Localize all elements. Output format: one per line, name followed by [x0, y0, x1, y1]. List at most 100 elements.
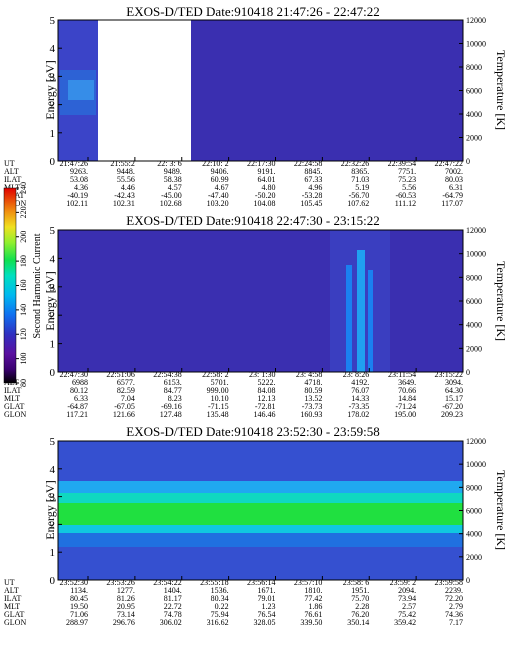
y2-tick-label: 2000 — [466, 553, 482, 562]
ephemeris-value: 81.17 — [164, 594, 182, 603]
y2-tick-label: 4000 — [466, 530, 482, 539]
ephemeris-value: 4.67 — [215, 183, 229, 192]
ephemeris-value: 195.00 — [394, 410, 416, 419]
panel-3-y2-ticks: 0 2000 4000 6000 8000 10000 12000 — [459, 437, 486, 585]
y-tick-label: 2 — [50, 100, 56, 112]
ephemeris-value: 80.45 — [70, 594, 88, 603]
ephemeris-value: 121.66 — [113, 410, 135, 419]
panel-3-plot — [57, 440, 464, 581]
ephemeris-row-label: ILAT — [4, 594, 21, 603]
ephemeris-row-label: ILAT — [4, 386, 21, 395]
ephemeris-value: 135.48 — [207, 410, 229, 419]
colorbar-tick-label: 160 — [19, 280, 28, 292]
ephemeris-row-label: GLAT — [4, 402, 25, 411]
panel-3-ephemeris: UT 23:52:30 23:53:26 23:54:22 23:55:18 23:56:… — [4, 576, 464, 627]
ephemeris-value: -64.79 — [442, 191, 463, 200]
ephemeris-row-label: UT — [4, 159, 15, 168]
y2-tick-label: 12000 — [466, 226, 486, 235]
colorbar-tick-label: 200 — [19, 231, 28, 243]
ephemeris-value: 3649. — [398, 378, 416, 387]
ephemeris-value: 22:54:38 — [153, 370, 181, 379]
y2-tick-label: 10000 — [466, 460, 486, 469]
panel-3-ylabel: Energy [eV] — [43, 480, 57, 539]
ephemeris-row-label: GLON — [4, 618, 26, 627]
panel-3-blue-band — [58, 533, 463, 547]
ephemeris-value: 79.01 — [258, 594, 276, 603]
y-tick-label: 3 — [50, 71, 56, 83]
ephemeris-value: 2.57 — [402, 602, 416, 611]
panel-1-title: EXOS-D/TED Date:910418 21:47:26 - 22:47:… — [126, 4, 379, 19]
ephemeris-value: 339.50 — [300, 618, 322, 627]
ephemeris-value: 22.72 — [164, 602, 182, 611]
ephemeris-value: -69.16 — [161, 402, 182, 411]
ephemeris-value: 7002. — [445, 167, 463, 176]
ephemeris-value: 316.62 — [207, 618, 229, 627]
ephemeris-value: 22:32:26 — [341, 159, 369, 168]
ephemeris-value: 22:47:22 — [435, 159, 463, 168]
ephemeris-value: 9263. — [70, 167, 88, 176]
panel-3-upper-cyan-band — [58, 481, 463, 493]
ephemeris-value: 8845. — [304, 167, 322, 176]
ephemeris-value: 7.04 — [121, 394, 135, 403]
ephemeris-value: 22:58: 2 — [202, 370, 228, 379]
ephemeris-value: 23:55:18 — [200, 578, 228, 587]
ephemeris-value: -53.28 — [302, 191, 323, 200]
ephemeris-value: -64.87 — [67, 402, 88, 411]
y-tick-label: 4 — [50, 464, 56, 476]
y2-tick-label: 12000 — [466, 16, 486, 25]
ephemeris-row-label: MLT — [4, 394, 20, 403]
y-tick-label: 5 — [50, 436, 56, 448]
ephemeris-value: 5701. — [211, 378, 229, 387]
ephemeris-value: 55.56 — [117, 175, 135, 184]
panel-1-ephemeris: UT 21:47:26 21:55:2 22: 3: 6 22:10: 2 22:17:3… — [4, 157, 464, 208]
ephemeris-value: 75.42 — [398, 610, 416, 619]
ephemeris-value: 15.17 — [445, 394, 463, 403]
ephemeris-value: 72.20 — [445, 594, 463, 603]
ephemeris-value: 1.86 — [308, 602, 322, 611]
ephemeris-value: 71.06 — [70, 610, 88, 619]
ephemeris-value: 75.94 — [211, 610, 229, 619]
ephemeris-value: -50.20 — [255, 191, 276, 200]
panel-2-plot — [57, 229, 464, 373]
ephemeris-value: 13.52 — [304, 394, 322, 403]
y-tick-label: 0 — [50, 575, 56, 587]
ephemeris-value: 21:47:26 — [60, 159, 88, 168]
y-tick-label: 0 — [50, 156, 56, 168]
ephemeris-value: 80.34 — [211, 594, 229, 603]
ephemeris-value: 160.93 — [300, 410, 322, 419]
ephemeris-value: 102.31 — [113, 199, 135, 208]
ephemeris-value: 74.36 — [445, 610, 463, 619]
ephemeris-value: 1671. — [258, 586, 276, 595]
ephemeris-value: 9406. — [211, 167, 229, 176]
ephemeris-value: 306.02 — [160, 618, 182, 627]
ephemeris-value: 4.36 — [74, 183, 88, 192]
ephemeris-value: 53.08 — [70, 175, 88, 184]
ephemeris-value: 5.19 — [355, 183, 369, 192]
y-tick-label: 0 — [50, 367, 56, 379]
panel-1-y2-ticks: 0 2000 4000 6000 8000 10000 12000 — [459, 16, 486, 166]
ephemeris-value: -60.53 — [395, 191, 416, 200]
ephemeris-value: 7.17 — [449, 618, 463, 627]
ephemeris-value: 105.45 — [300, 199, 322, 208]
colorbar-label: Second Harmonic Current — [32, 233, 43, 338]
ephemeris-value: 178.02 — [347, 410, 369, 419]
ephemeris-value: 1810. — [304, 586, 322, 595]
ephemeris-value: 70.66 — [398, 386, 416, 395]
y-tick-label: 1 — [50, 128, 56, 140]
ephemeris-value: 58.38 — [164, 175, 182, 184]
panel-1-y-ticks: 0 1 2 3 4 5 — [50, 15, 62, 168]
ephemeris-value: 23:59:58 — [435, 578, 463, 587]
ephemeris-value: -47.40 — [208, 191, 229, 200]
ephemeris-value: 117.21 — [66, 410, 88, 419]
ephemeris-value: 146.46 — [254, 410, 276, 419]
ephemeris-value: 4.96 — [308, 183, 322, 192]
ephemeris-value: 4.46 — [121, 183, 135, 192]
ephemeris-value: 23:59: 2 — [390, 578, 416, 587]
ephemeris-value: 67.33 — [304, 175, 322, 184]
y2-tick-label: 2000 — [466, 344, 482, 353]
ephemeris-value: 75.23 — [398, 175, 416, 184]
y2-tick-label: 0 — [466, 576, 470, 585]
ephemeris-value: 1536. — [211, 586, 229, 595]
panel-2-background — [58, 230, 463, 372]
ephemeris-value: 14.84 — [398, 394, 416, 403]
